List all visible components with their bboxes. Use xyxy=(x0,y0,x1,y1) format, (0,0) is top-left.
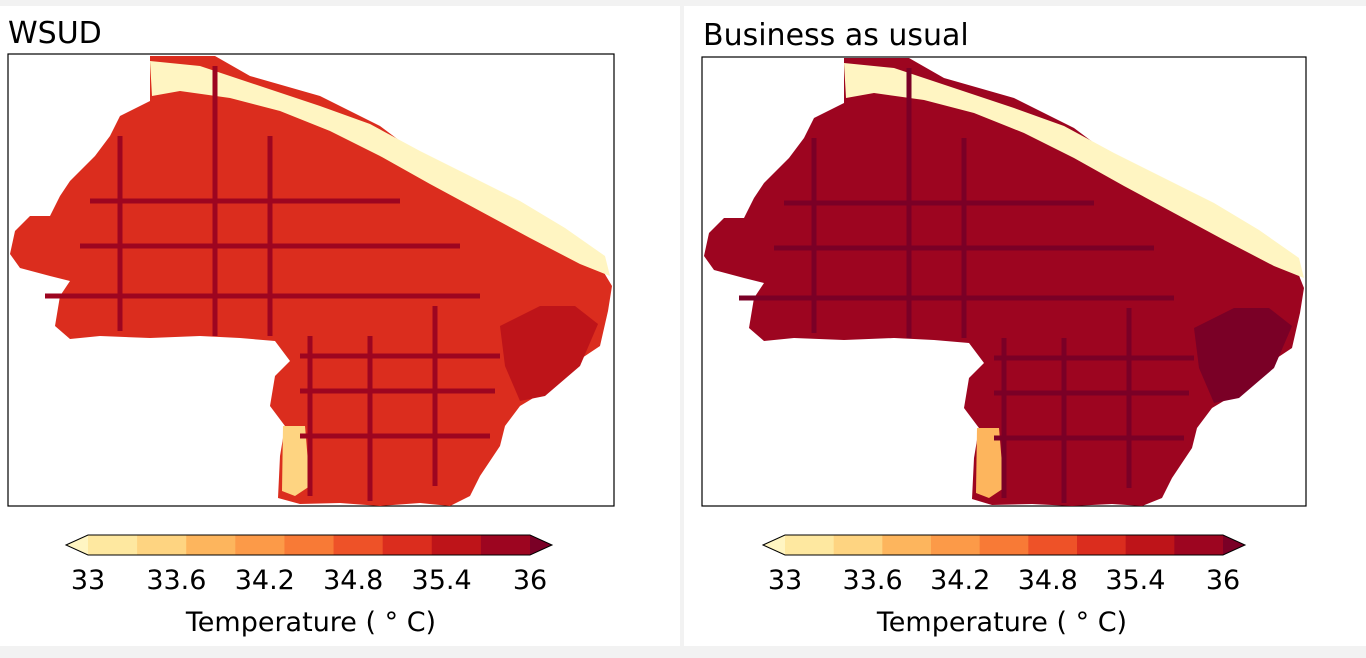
colorbar-outline xyxy=(64,534,554,556)
chart-svg-wsud: WSUD 33 33.6 34.2 34.8 35.4 36 xyxy=(7,16,615,638)
colorbar-segment xyxy=(1028,535,1078,555)
colorbar-label: Temperature ( ° C) xyxy=(876,607,1127,638)
colorbar-tick-label: 36 xyxy=(1206,565,1240,596)
colorbar-tick-label: 33 xyxy=(768,565,802,596)
park-area xyxy=(1194,308,1292,403)
chart-svg-business-as-usual: Business as usual 33 33.6 34.2 3 xyxy=(701,18,1307,638)
colorbar: 33 33.6 34.2 34.8 35.4 36 xyxy=(761,534,1247,596)
colorbar-tick-label: 33.6 xyxy=(843,565,903,596)
colorbar-segment xyxy=(186,535,236,555)
colorbar-segment xyxy=(480,535,531,555)
colorbar-tick-label: 34.8 xyxy=(323,565,383,596)
colorbar-segment xyxy=(1077,535,1127,555)
river-band xyxy=(150,61,610,276)
street-grid xyxy=(45,66,500,501)
street-grid xyxy=(739,68,1194,503)
colorbar-extend-min xyxy=(66,535,88,555)
colorbar-segment xyxy=(382,535,433,555)
colorbar-tick-label: 34.8 xyxy=(1018,565,1078,596)
colorbar-segment xyxy=(979,535,1029,555)
park-area xyxy=(500,306,598,401)
colorbar-outline xyxy=(761,534,1247,556)
chart-title: Business as usual xyxy=(703,18,969,53)
colorbar-segment xyxy=(1125,535,1175,555)
colorbar-segment xyxy=(785,535,835,555)
colorbar-extend-max xyxy=(530,535,552,555)
colorbar: 33 33.6 34.2 34.8 35.4 36 xyxy=(64,534,554,596)
colorbar-tick-label: 35.4 xyxy=(412,565,472,596)
colorbar-tick-label: 36 xyxy=(513,565,547,596)
chart-panel-wsud: WSUD 33 33.6 34.2 34.8 35.4 36 xyxy=(0,6,680,646)
colorbar-extend-max xyxy=(1223,535,1245,555)
colorbar-tick-label: 35.4 xyxy=(1105,565,1165,596)
colorbar-tick-label: 34.2 xyxy=(235,565,295,596)
colorbar-segment xyxy=(1174,535,1224,555)
colorbar-tick-label: 34.2 xyxy=(930,565,990,596)
map-area xyxy=(701,56,1307,507)
open-space-south xyxy=(976,428,1004,498)
colorbar-segment xyxy=(882,535,932,555)
colorbar-segment xyxy=(833,535,883,555)
colorbar-label: Temperature ( ° C) xyxy=(185,607,436,638)
colorbar-tick-label: 33.6 xyxy=(146,565,206,596)
colorbar-segment xyxy=(333,535,384,555)
chart-title: WSUD xyxy=(8,16,102,51)
colorbar-segment xyxy=(235,535,285,555)
colorbar-segment xyxy=(284,535,335,555)
map-area xyxy=(7,53,615,507)
colorbar-segment xyxy=(88,535,138,555)
colorbar-segment xyxy=(431,535,482,555)
colorbar-extend-min xyxy=(763,535,785,555)
colorbar-segment xyxy=(137,535,187,555)
colorbar-tick-label: 33 xyxy=(71,565,105,596)
open-space-south xyxy=(282,426,310,496)
river-band xyxy=(844,63,1304,278)
chart-panel-business-as-usual: Business as usual 33 33.6 34.2 3 xyxy=(684,6,1366,646)
colorbar-segment xyxy=(931,535,981,555)
